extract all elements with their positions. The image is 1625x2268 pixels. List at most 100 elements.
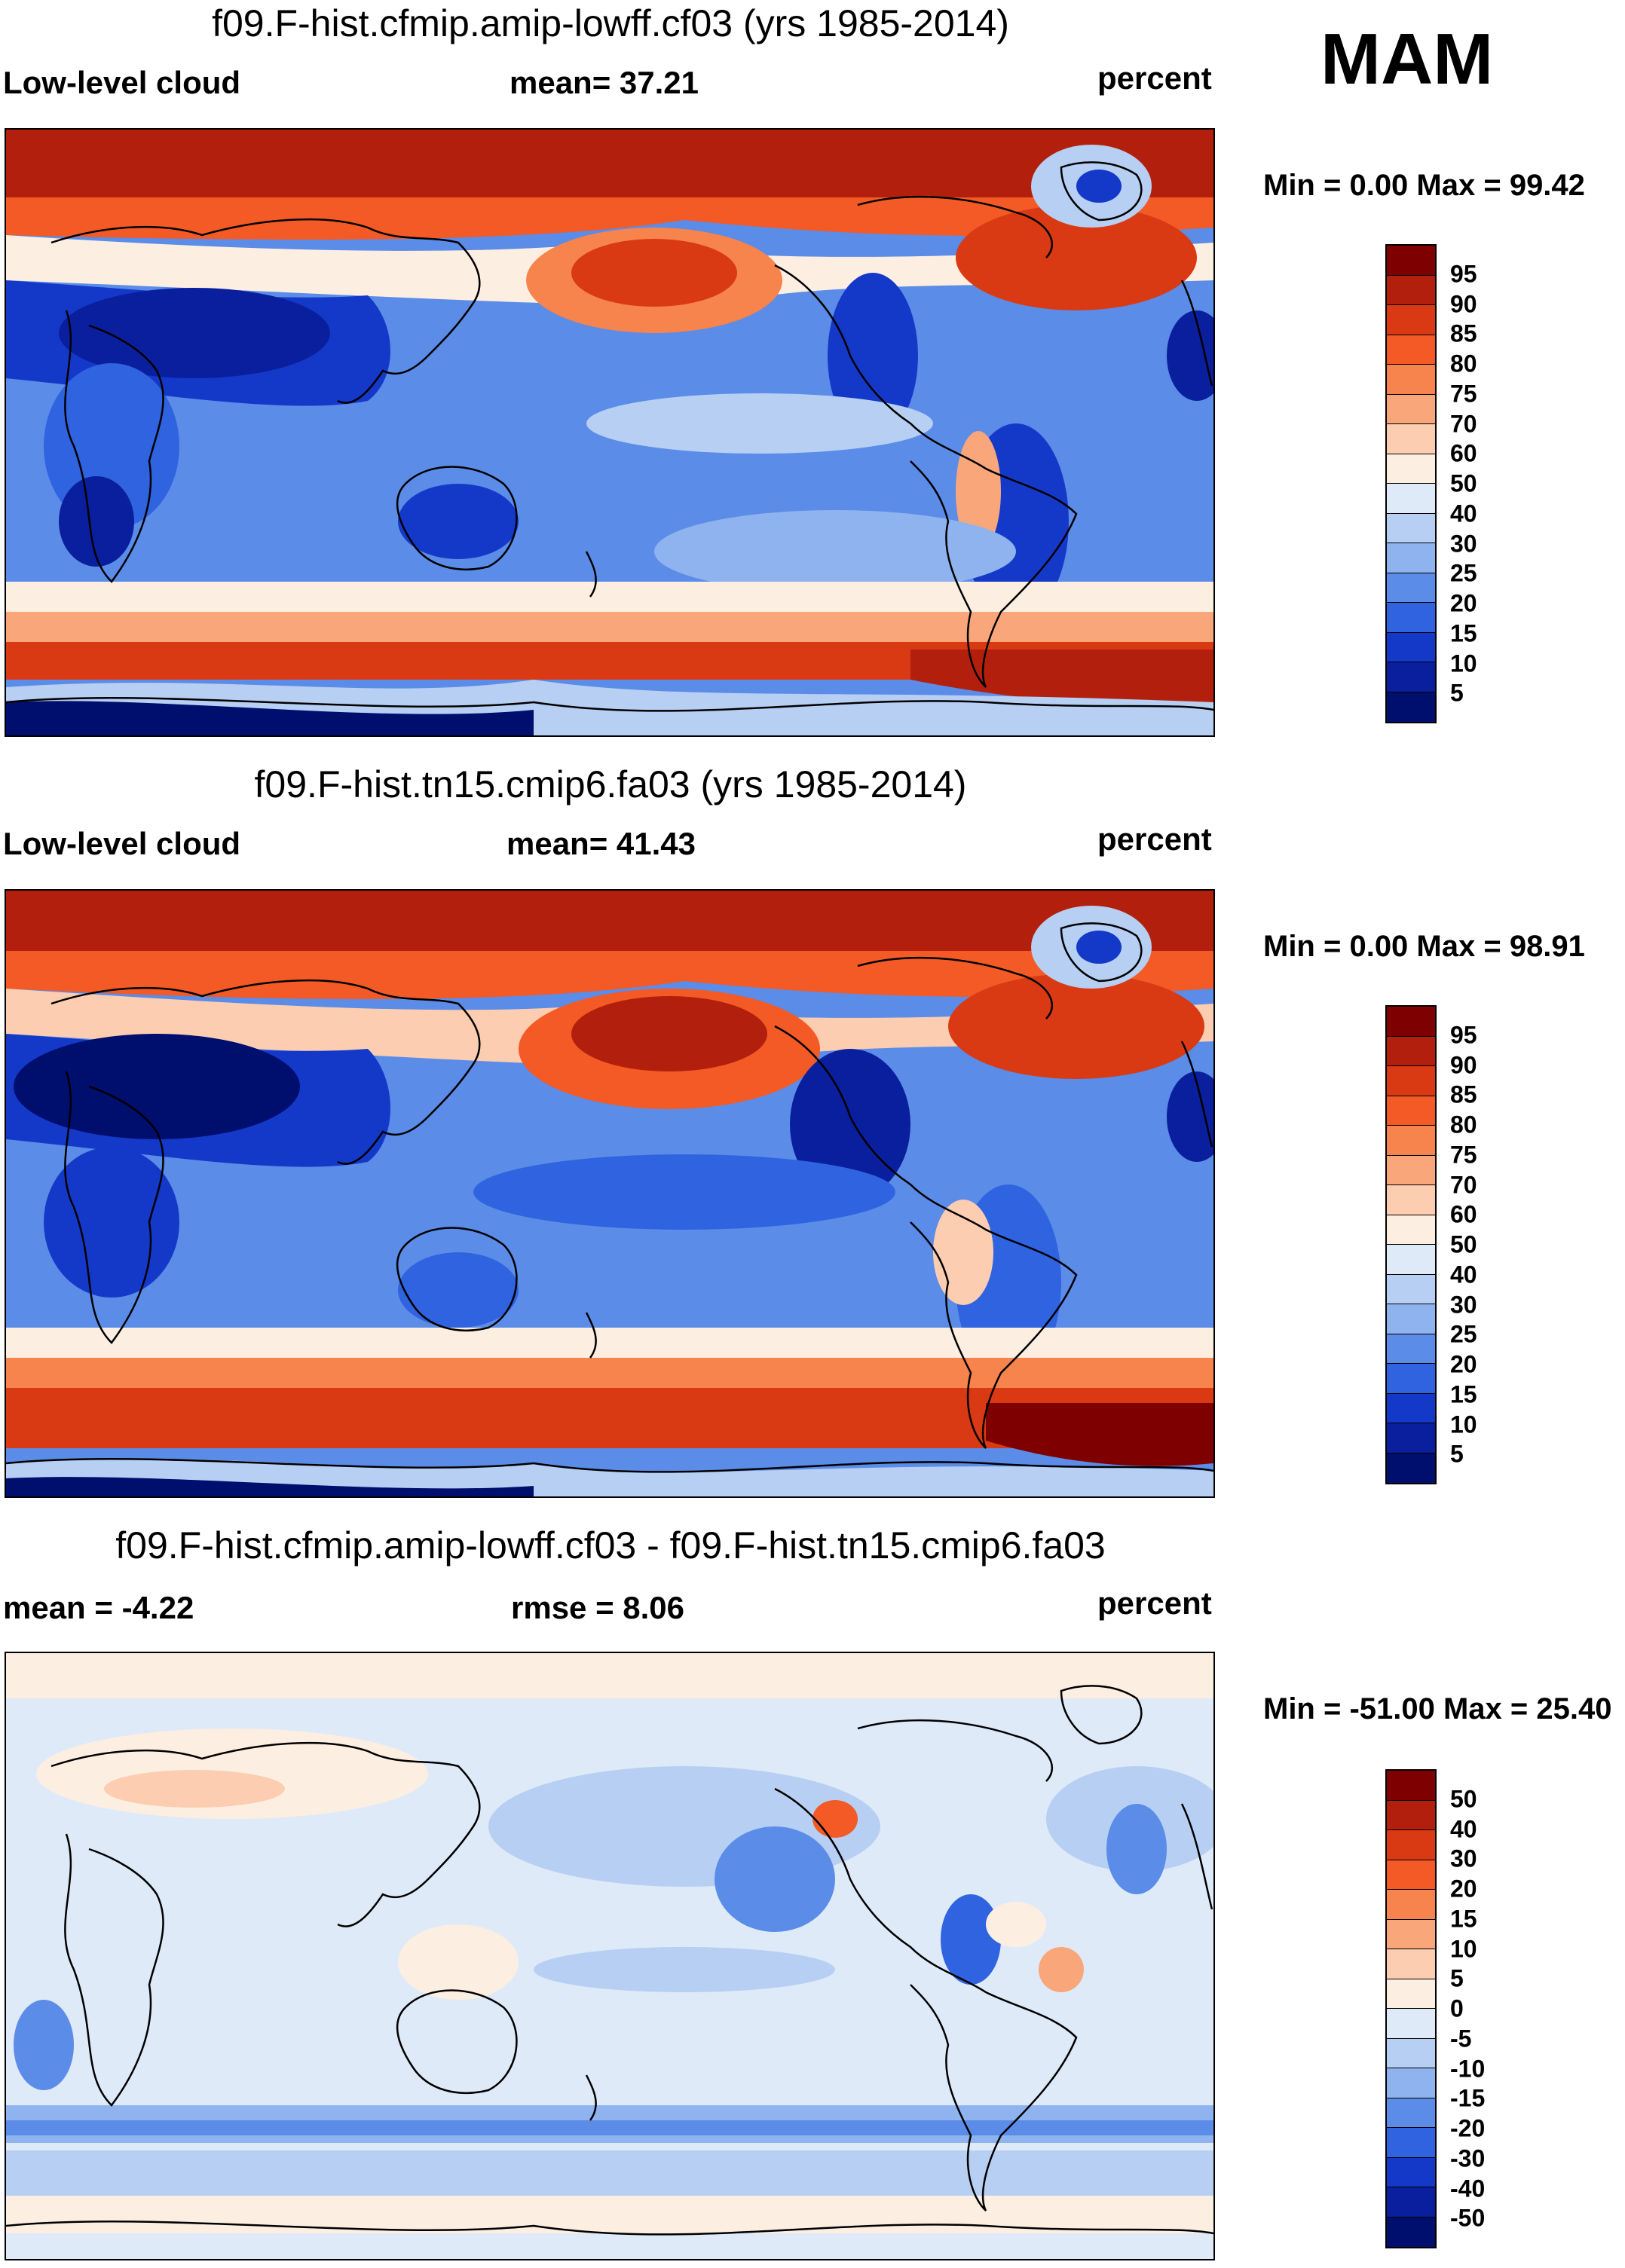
panel-3-colorbar-cell [1387,1771,1435,1801]
panel-2-colorbar-cell [1387,1423,1435,1453]
panel-2-colorbar-cell [1387,1126,1435,1156]
colorbar-tick-label: 30 [1450,1845,1477,1872]
panel-1-colorbar-cell [1387,275,1435,305]
colorbar-tick-label: 95 [1450,260,1477,288]
colorbar-tick-label: 40 [1450,1815,1477,1843]
colorbar-tick-label: 10 [1450,650,1477,677]
colorbar-tick-label: 70 [1450,1171,1477,1199]
colorbar-tick-label: 85 [1450,1081,1477,1108]
panel-3-colorbar-cell [1387,2038,1435,2068]
panel-3-colorbar-cell [1387,1830,1435,1860]
colorbar-tick-label: -50 [1450,2204,1486,2232]
colorbar-tick-label: 0 [1450,1994,1464,2022]
colorbar-tick-label: 25 [1450,1320,1477,1348]
colorbar-tick-label: 5 [1450,1964,1464,1992]
panel-2-colorbar [1385,1005,1437,1484]
panel-2-title: f09.F-hist.tn15.cmip6.fa03 (yrs 1985-201… [254,763,967,805]
panel-1-colorbar-cell [1387,424,1435,454]
panel-3-map-graphic [6,1653,1213,2259]
panel-2-colorbar-cell [1387,1215,1435,1245]
panel-1-colorbar-cell [1387,454,1435,484]
colorbar-tick-label: 50 [1450,469,1477,497]
colorbar-tick-label: 30 [1450,1291,1477,1319]
panel-1-colorbar-cell [1387,662,1435,692]
panel-2-units-label: percent [1097,821,1212,857]
panel-2-colorbar-cell [1387,1155,1435,1185]
panel-3-colorbar-cell [1387,1919,1435,1949]
colorbar-tick-label: 5 [1450,1440,1464,1468]
colorbar-tick-label: 90 [1450,290,1477,318]
panel-2-colorbar-cell [1387,1274,1435,1304]
colorbar-tick-label: -40 [1450,2175,1486,2202]
panel-3-mean-label: mean = -4.22 [3,1590,194,1625]
panel-2-colorbar-cell [1387,1185,1435,1215]
colorbar-tick-label: 15 [1450,619,1477,647]
panel-2-colorbar-cell [1387,1364,1435,1394]
panel-2-colorbar-cell [1387,1334,1435,1364]
panel-3-colorbar [1385,1769,1437,2248]
panel-1-colorbar-cell [1387,246,1435,276]
panel-1-colorbar-cell [1387,692,1435,722]
season-label: MAM [1321,19,1494,99]
panel-1-minmax: Min = 0.00 Max = 99.42 [1263,169,1585,202]
colorbar-tick-label: 15 [1450,1380,1477,1408]
panel-1-colorbar-cell [1387,632,1435,662]
colorbar-tick-label: -10 [1450,2055,1486,2083]
panel-3-colorbar-cell [1387,2157,1435,2187]
colorbar-tick-label: 90 [1450,1051,1477,1079]
panel-1-colorbar-cell [1387,305,1435,335]
panel-2-variable-label: Low-level cloud [3,826,241,861]
panel-2-map [5,889,1215,1498]
panel-2-colorbar-cell [1387,1096,1435,1126]
colorbar-tick-label: 20 [1450,1350,1477,1378]
panel-3-colorbar-cell [1387,1979,1435,2009]
colorbar-tick-label: 40 [1450,1261,1477,1288]
panel-2-colorbar-cell [1387,1245,1435,1275]
colorbar-tick-label: 30 [1450,530,1477,558]
colorbar-tick-label: -15 [1450,2084,1486,2112]
panel-3-units-label: percent [1097,1585,1212,1621]
panel-1-colorbar-cell [1387,394,1435,424]
panel-2-colorbar-cell [1387,1066,1435,1096]
panel-1-colorbar-cell [1387,513,1435,543]
panel-3-colorbar-cell [1387,2128,1435,2158]
panel-1-colorbar-cell [1387,573,1435,603]
panel-1-map [5,128,1215,737]
colorbar-tick-label: 10 [1450,1935,1477,1963]
panel-1-colorbar-cell [1387,484,1435,514]
panel-1-colorbar-cell [1387,335,1435,365]
panel-1-colorbar-cell [1387,365,1435,395]
colorbar-tick-label: 95 [1450,1021,1477,1049]
colorbar-tick-label: 80 [1450,350,1477,377]
panel-1-colorbar [1385,244,1437,723]
colorbar-tick-label: 70 [1450,410,1477,438]
panel-3-rmse-label: rmse = 8.06 [511,1590,685,1625]
colorbar-tick-label: 25 [1450,559,1477,587]
panel-3-title: f09.F-hist.cfmip.amip-lowff.cf03 - f09.F… [115,1524,1106,1567]
panel-1-colorbar-cell [1387,543,1435,573]
colorbar-tick-label: 60 [1450,439,1477,467]
colorbar-tick-label: 5 [1450,679,1464,707]
panel-3-colorbar-cell [1387,1949,1435,1979]
colorbar-tick-label: -5 [1450,2025,1472,2053]
panel-2-colorbar-cell [1387,1393,1435,1423]
panel-1-title: f09.F-hist.cfmip.amip-lowff.cf03 (yrs 19… [212,2,1009,44]
panel-2-mean-label: mean= 41.43 [506,826,696,861]
panel-3-colorbar-cell [1387,1860,1435,1890]
panel-3-map [5,1652,1215,2260]
panel-3-colorbar-cell [1387,2217,1435,2247]
colorbar-tick-label: 50 [1450,1785,1477,1813]
panel-1-map-graphic [6,130,1213,735]
colorbar-tick-label: -30 [1450,2144,1486,2172]
colorbar-tick-label: 85 [1450,319,1477,347]
colorbar-tick-label: 50 [1450,1230,1477,1258]
colorbar-tick-label: 10 [1450,1411,1477,1438]
panel-3-colorbar-cell [1387,1800,1435,1830]
colorbar-tick-label: 60 [1450,1200,1477,1228]
panel-3-minmax: Min = -51.00 Max = 25.40 [1263,1692,1612,1725]
colorbar-tick-label: 20 [1450,589,1477,617]
panel-1-mean-label: mean= 37.21 [510,65,699,100]
panel-2-minmax: Min = 0.00 Max = 98.91 [1263,930,1585,963]
panel-2-colorbar-cell [1387,1453,1435,1483]
panel-1-colorbar-cell [1387,603,1435,633]
